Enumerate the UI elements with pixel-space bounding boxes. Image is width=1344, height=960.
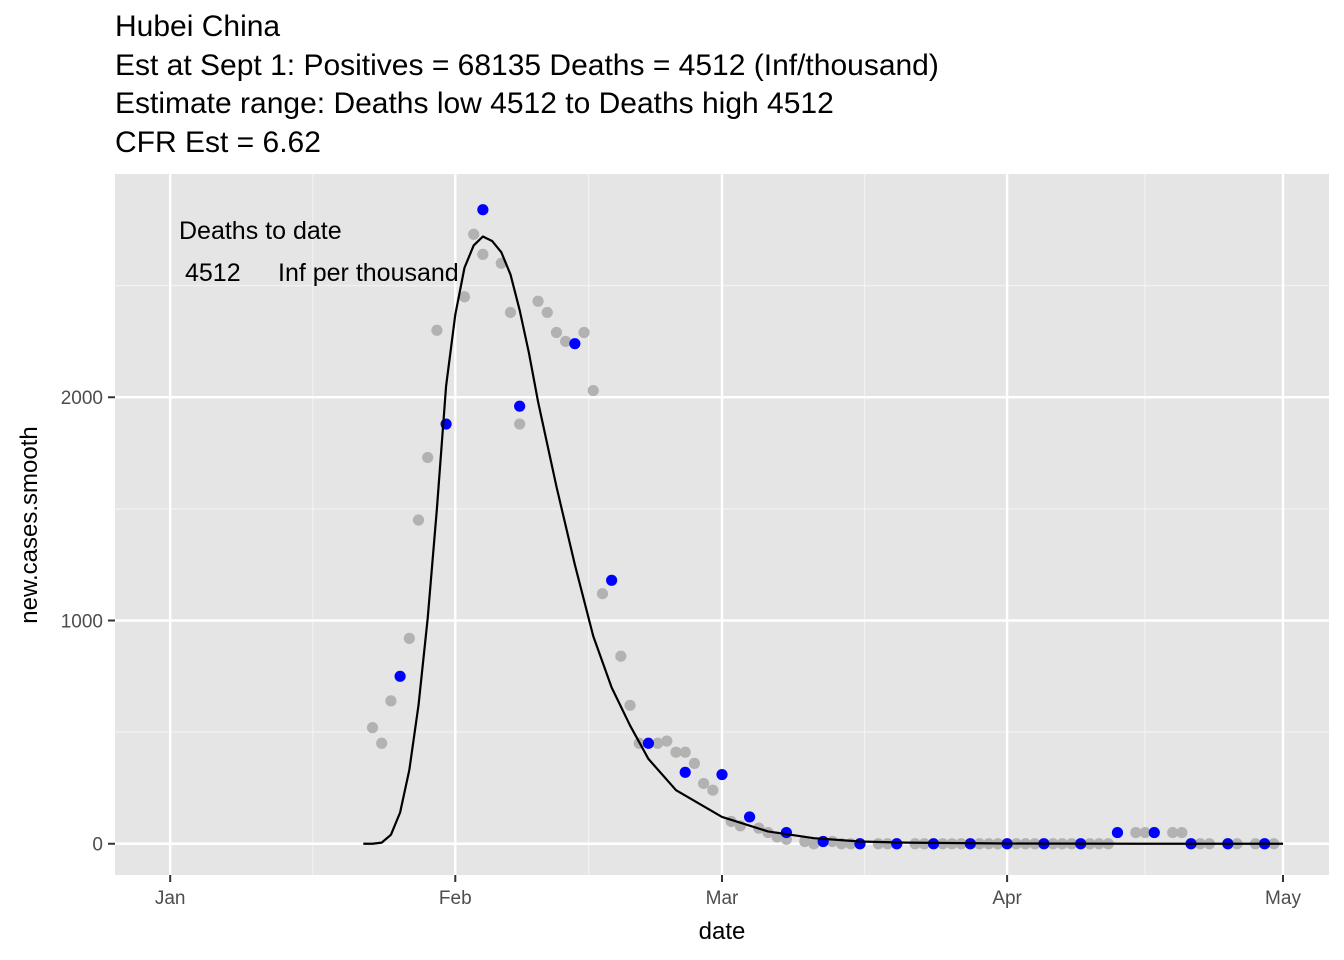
y-tick-label: 0 xyxy=(92,835,103,856)
gray-data-point xyxy=(679,746,691,758)
title-line-3: Estimate range: Deaths low 4512 to Death… xyxy=(115,87,834,120)
blue-data-point xyxy=(1148,826,1160,839)
gray-data-point xyxy=(550,326,563,339)
annotation-line-1: Deaths to date xyxy=(179,217,342,245)
gray-data-point xyxy=(385,695,397,707)
y-axis: 0 1000 2000 xyxy=(61,388,115,856)
gray-data-point xyxy=(541,306,553,319)
x-axis: Jan Feb Mar Apr May xyxy=(155,875,1301,909)
gray-data-point xyxy=(560,335,572,348)
gray-data-point xyxy=(468,228,480,240)
gray-data-point xyxy=(707,784,719,796)
gray-data-point xyxy=(652,737,664,749)
fit-curve xyxy=(363,235,1284,845)
gray-data-point xyxy=(514,418,526,430)
title-line-2: Est at Sept 1: Positives = 68135 Deaths … xyxy=(115,48,939,82)
blue-data-point xyxy=(679,766,691,778)
annotation-line-2-text: Inf per thousand xyxy=(278,259,459,287)
x-axis-title: date xyxy=(699,918,746,945)
blue-data-point xyxy=(1111,826,1124,839)
gray-data-point xyxy=(431,324,443,336)
gray-data-point xyxy=(422,451,434,464)
blue-data-point xyxy=(514,400,526,412)
blue-data-point xyxy=(642,737,655,749)
gray-data-point xyxy=(477,248,489,260)
y-tick-label: 2000 xyxy=(61,388,103,409)
gray-data-point xyxy=(587,384,599,397)
gray-data-point xyxy=(698,777,710,790)
gray-data-point xyxy=(504,306,517,319)
x-tick-label: May xyxy=(1265,888,1301,909)
gray-data-point xyxy=(808,838,820,850)
title-line-4: CFR Est = 6.62 xyxy=(115,125,321,159)
gray-data-point xyxy=(881,838,894,850)
gray-data-point xyxy=(532,295,544,307)
deaths-annotation: Deaths to date 4512 Inf per thousand xyxy=(179,217,459,287)
gray-data-point xyxy=(578,326,590,339)
gray-data-point xyxy=(366,722,379,734)
blue-data-point xyxy=(394,670,406,682)
annotation-line-2-value: 4512 xyxy=(185,259,241,287)
gray-data-point xyxy=(1139,826,1151,839)
blue-data-point xyxy=(606,574,618,586)
gray-data-point xyxy=(1130,826,1142,839)
blue-data-point xyxy=(569,338,581,350)
gray-data-point xyxy=(403,632,415,644)
chart-title: Hubei China Est at Sept 1: Positives = 6… xyxy=(115,8,939,162)
gray-data-point xyxy=(799,835,811,848)
blue-data-point xyxy=(854,838,866,850)
gray-data-point xyxy=(661,735,673,747)
x-tick-label: Mar xyxy=(706,888,739,909)
gray-data-point xyxy=(458,291,471,303)
gray-data-point xyxy=(412,514,425,526)
gray-data-point xyxy=(376,737,388,749)
x-tick-label: Feb xyxy=(439,888,472,909)
blue-data-point xyxy=(891,838,903,850)
y-axis-title: new.cases.smooth xyxy=(16,426,43,623)
x-tick-label: Jan xyxy=(155,888,186,909)
gray-data-point xyxy=(615,650,627,662)
x-tick-label: Apr xyxy=(992,888,1022,909)
gray-data-point xyxy=(1167,826,1179,839)
gray-data-point xyxy=(624,699,636,711)
y-tick-label: 1000 xyxy=(61,611,103,632)
gray-data-point xyxy=(688,757,701,769)
major-gridlines xyxy=(115,174,1329,875)
gray-data-point xyxy=(1176,826,1188,839)
blue-data-point xyxy=(477,204,489,216)
fit-line-series xyxy=(363,235,1284,845)
blue-data-point xyxy=(716,768,728,781)
title-line-1: Hubei China xyxy=(115,10,281,43)
blue-data-point xyxy=(743,811,756,823)
gray-data-point xyxy=(596,588,609,600)
gray-data-point xyxy=(670,746,682,758)
